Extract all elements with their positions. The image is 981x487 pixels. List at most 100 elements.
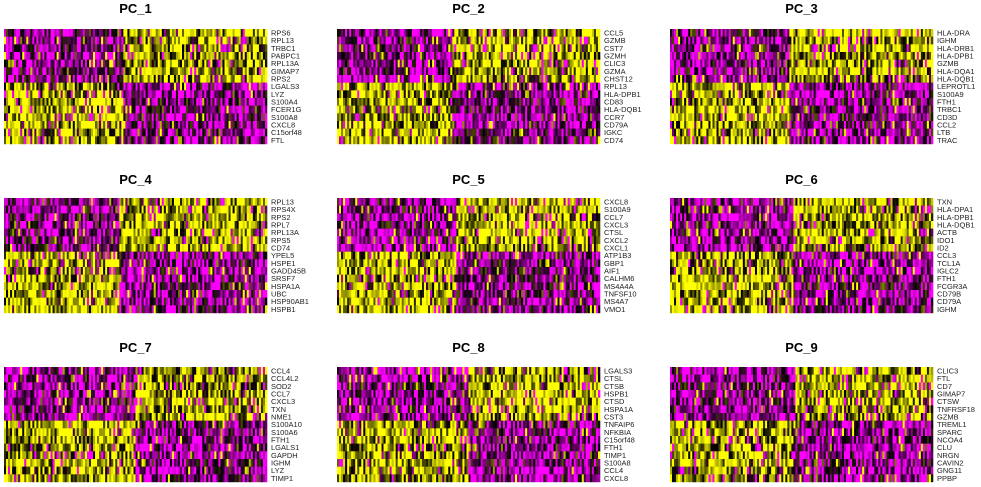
heatmap-cell xyxy=(744,52,748,60)
heatmap-cell xyxy=(817,59,820,68)
heatmap-cell xyxy=(357,105,360,114)
heatmap-cell xyxy=(460,67,463,76)
heatmap-cell xyxy=(157,44,161,53)
heatmap-cell xyxy=(129,36,132,45)
heatmap-cell xyxy=(121,82,124,91)
heatmap-cell xyxy=(397,36,401,45)
heatmap-cell xyxy=(125,105,128,114)
heatmap-cell xyxy=(383,44,386,53)
heatmap-cell xyxy=(391,82,394,91)
heatmap-cell xyxy=(385,67,388,76)
heatmap-cell xyxy=(684,44,687,53)
heatmap-cell xyxy=(783,82,786,91)
heatmap-cell xyxy=(545,136,548,145)
heatmap-cell xyxy=(244,29,248,37)
heatmap-cell xyxy=(137,136,140,145)
heatmap-cell xyxy=(880,82,883,91)
heatmap-cell xyxy=(478,67,481,76)
heatmap-cell xyxy=(765,52,768,60)
heatmap-cell xyxy=(734,75,738,83)
heatmap-cell xyxy=(694,52,697,60)
heatmap-cell xyxy=(833,29,837,37)
heatmap-cell xyxy=(234,121,237,129)
heatmap-cell xyxy=(153,105,157,114)
heatmap-cell xyxy=(430,36,433,45)
heatmap-cell xyxy=(478,113,481,122)
heatmap-cell xyxy=(680,75,683,83)
heatmap-cell xyxy=(710,36,713,45)
heatmap-cell xyxy=(829,36,833,45)
heatmap-cell xyxy=(728,44,731,53)
heatmap-cell xyxy=(54,75,57,83)
heatmap-cell xyxy=(72,59,76,68)
heatmap-cell xyxy=(64,98,68,106)
heatmap-cell xyxy=(480,128,483,137)
heatmap-cell xyxy=(771,44,774,53)
heatmap-cell xyxy=(539,98,542,106)
heatmap-cell xyxy=(466,29,469,37)
heatmap-cell xyxy=(246,67,250,76)
heatmap-cell xyxy=(242,29,246,37)
heatmap-cell xyxy=(248,128,252,137)
heatmap-cell xyxy=(452,67,455,76)
heatmap-cell xyxy=(589,36,593,45)
heatmap-cell xyxy=(66,67,70,76)
heatmap-cell xyxy=(52,67,55,76)
heatmap-cell xyxy=(88,90,92,99)
heatmap-cell xyxy=(470,121,473,129)
heatmap-cell xyxy=(244,121,248,129)
heatmap-cell xyxy=(678,44,681,53)
heatmap-cell xyxy=(121,36,124,45)
heatmap-cell xyxy=(137,29,140,37)
heatmap-cell xyxy=(508,105,512,114)
heatmap-cell xyxy=(785,52,788,60)
heatmap-cell xyxy=(682,75,685,83)
heatmap-cell xyxy=(878,59,881,68)
heatmap-cell xyxy=(835,52,839,60)
heatmap-cell xyxy=(563,67,566,76)
heatmap-cell xyxy=(688,82,691,91)
heatmap-cell xyxy=(236,136,239,145)
heatmap-cell xyxy=(444,75,447,83)
heatmap-cell xyxy=(14,128,17,137)
heatmap-cell xyxy=(76,67,80,76)
heatmap-cell xyxy=(589,82,593,91)
heatmap-cell xyxy=(426,67,429,76)
heatmap-cell xyxy=(682,67,685,76)
heatmap-cell xyxy=(670,59,673,68)
heatmap-cell xyxy=(38,90,41,99)
heatmap-cell xyxy=(752,82,756,91)
heatmap-cell xyxy=(395,98,398,106)
heatmap-cell xyxy=(748,52,752,60)
heatmap-cell xyxy=(523,82,526,91)
heatmap-cell xyxy=(30,113,33,122)
heatmap-cell xyxy=(563,29,566,37)
heatmap-cell xyxy=(230,98,233,106)
heatmap-cell xyxy=(141,128,144,137)
heatmap-cell xyxy=(204,98,207,106)
heatmap-cell xyxy=(232,113,235,122)
heatmap-cell xyxy=(238,67,241,76)
heatmap-cell xyxy=(391,128,394,137)
heatmap-cell xyxy=(464,113,467,122)
heatmap-cell xyxy=(716,59,719,68)
heatmap-cell xyxy=(129,113,132,122)
heatmap-cell xyxy=(539,52,542,60)
heatmap-cell xyxy=(807,67,810,76)
heatmap-cell xyxy=(127,105,130,114)
heatmap-cell xyxy=(454,113,457,122)
heatmap-cell xyxy=(549,59,552,68)
heatmap-cell xyxy=(105,29,108,37)
heatmap-cell xyxy=(121,128,124,137)
heatmap-cell xyxy=(841,36,845,45)
heatmap-cell xyxy=(260,75,264,83)
heatmap-cell xyxy=(103,136,106,145)
heatmap-cell xyxy=(121,105,124,114)
heatmap-cell xyxy=(734,36,738,45)
heatmap-cell xyxy=(843,82,847,91)
heatmap-cell xyxy=(226,44,229,53)
heatmap-cell xyxy=(14,67,17,76)
heatmap-cell xyxy=(690,82,693,91)
heatmap-cell xyxy=(567,36,570,45)
heatmap-cell xyxy=(157,121,161,129)
